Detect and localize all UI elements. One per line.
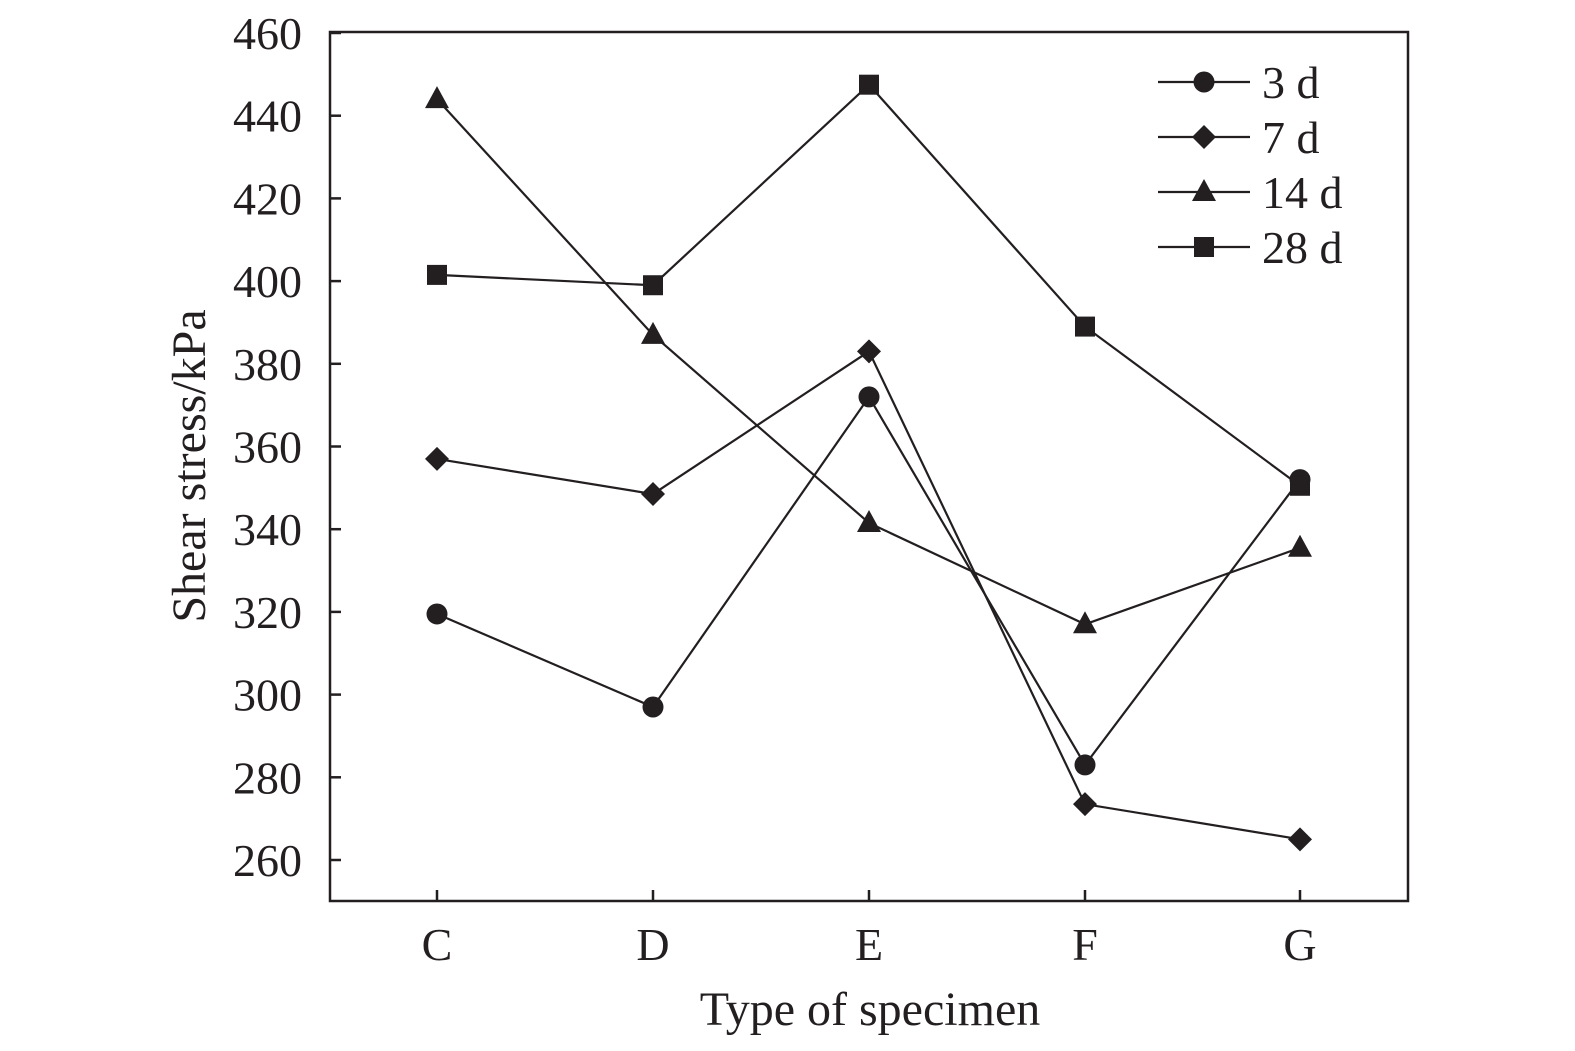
x-axis-title: Type of specimen: [700, 983, 1041, 1036]
series-line: [436, 83, 1301, 487]
legend-item: 7 d: [1158, 112, 1320, 163]
data-point-diamond: [1288, 827, 1312, 852]
data-point-diamond: [1192, 125, 1216, 149]
series-0: [426, 386, 1311, 776]
data-point-triangle: [425, 86, 449, 109]
data-point-square: [1075, 316, 1095, 337]
axes: 260 280 300 320 340 360 380 400 420 440 460 C D E F G: [233, 8, 1410, 970]
legend: 3 d7 d14 d28 d: [1158, 57, 1343, 273]
legend-item: 14 d: [1158, 167, 1343, 218]
data-point-square: [859, 74, 879, 95]
legend-label: 14 d: [1262, 167, 1343, 218]
series-3: [427, 74, 1310, 496]
legend-item: 3 d: [1158, 57, 1320, 108]
series-1: [425, 339, 1312, 852]
y-tick-label: 400: [233, 256, 302, 307]
data-point-square: [427, 264, 447, 285]
x-tick-label: C: [422, 919, 453, 970]
y-tick-label: 440: [233, 91, 302, 142]
data-point-circle: [1193, 71, 1215, 93]
data-point-circle: [642, 696, 664, 718]
legend-item: 28 d: [1158, 222, 1343, 273]
y-tick-label: 320: [233, 587, 302, 638]
data-point-triangle: [857, 509, 881, 532]
x-tick-label: G: [1283, 919, 1316, 970]
data-point-diamond: [425, 446, 449, 471]
data-point-square: [1194, 237, 1214, 257]
y-tick-label: 380: [233, 339, 302, 390]
data-point-square: [643, 275, 663, 296]
y-tick-label: 300: [233, 670, 302, 721]
y-tick-label: 340: [233, 504, 302, 555]
y-tick-label: 420: [233, 173, 302, 224]
y-tick-label: 260: [233, 835, 302, 886]
legend-label: 3 d: [1262, 57, 1320, 108]
data-point-circle: [426, 603, 448, 625]
data-point-square: [1290, 475, 1310, 496]
x-tick-label: F: [1072, 919, 1098, 970]
data-point-triangle: [1073, 611, 1097, 634]
data-point-circle: [1074, 754, 1096, 776]
x-tick-label: D: [636, 919, 669, 970]
series-line: [436, 394, 1301, 767]
data-point-diamond: [857, 339, 881, 364]
y-tick-label: 280: [233, 752, 302, 803]
x-tick-label: E: [855, 919, 883, 970]
data-point-triangle: [1288, 534, 1312, 557]
legend-label: 7 d: [1262, 112, 1320, 163]
data-point-circle: [858, 386, 880, 408]
y-tick-label: 360: [233, 422, 302, 473]
y-tick-label: 460: [233, 8, 302, 59]
series-layer: [425, 74, 1312, 852]
data-point-triangle: [641, 321, 665, 344]
data-point-diamond: [641, 482, 665, 507]
legend-label: 28 d: [1262, 222, 1343, 273]
series-2: [425, 86, 1312, 634]
y-axis-title: Shear stress/kPa: [163, 309, 216, 622]
data-point-triangle: [1192, 179, 1216, 201]
data-point-diamond: [1073, 792, 1097, 817]
plot-frame: [328, 30, 1410, 903]
series-line: [436, 349, 1301, 841]
